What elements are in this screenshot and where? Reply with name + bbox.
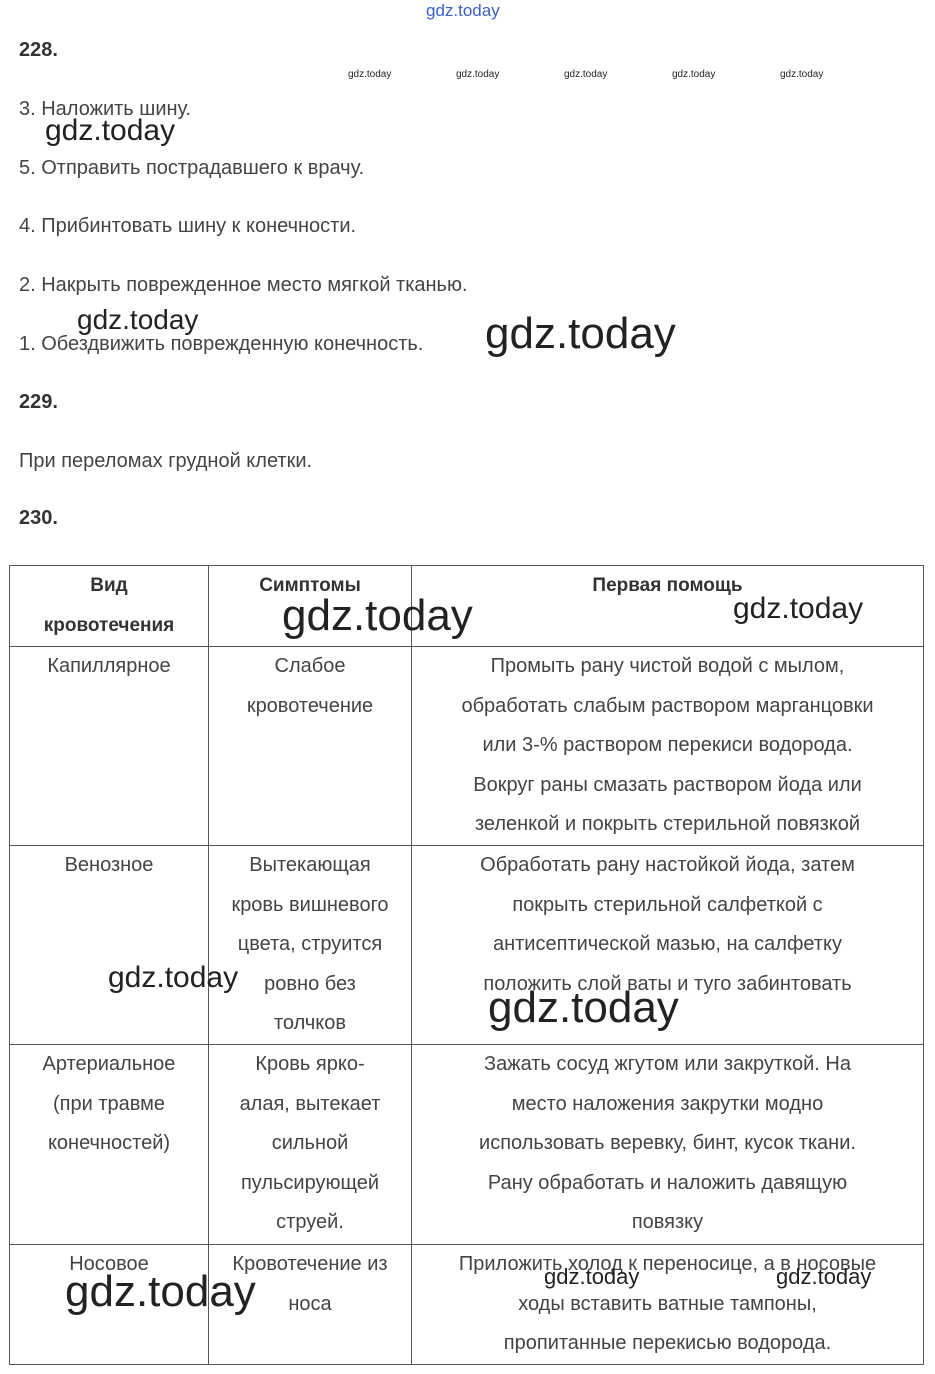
cell-line: цвета, струится (237, 933, 383, 956)
cell-line: положить слой ваты и туго забинтовать (483, 972, 852, 995)
watermark: gdz.today (776, 1264, 872, 1289)
watermark: gdz.today (77, 304, 199, 335)
cell-line: Рану обработать и наложить давящую (487, 1171, 848, 1194)
table-cell: Вытекающая кровь вишневого цвета, струится… (208, 845, 412, 1045)
watermark: gdz.today (733, 592, 864, 625)
header-cell: Вид кровотечения (9, 565, 209, 647)
cell-line: зеленкой и покрыть стерильной повязкой (474, 813, 861, 836)
section-number: 230. (19, 507, 58, 529)
watermark: gdz.today (672, 69, 716, 80)
cell-line: носа (288, 1292, 332, 1315)
section-number: 229. (19, 391, 58, 413)
cell-line: Носовое (69, 1252, 149, 1275)
cell-line: повязку (631, 1211, 704, 1234)
table-cell: Кровотечение из носа (208, 1243, 412, 1365)
header-cell: Первая помощь (411, 565, 924, 647)
table-cell: Носовое (9, 1243, 209, 1365)
header-line: кровотечения (43, 615, 175, 636)
watermark: gdz.today (488, 983, 679, 1032)
header-line: Первая помощь (592, 575, 743, 596)
cell-line: Промыть рану чистой водой с мылом, (490, 655, 845, 677)
cell-line: Артериальное (42, 1052, 176, 1075)
cell-line: пропитанные перекисью водорода. (503, 1332, 832, 1355)
cell-line: конечностей) (47, 1132, 171, 1155)
cell-line: струей. (276, 1211, 344, 1234)
table-cell: Приложить холод к переносице, а в носовы… (411, 1243, 924, 1365)
table-cell: Капиллярное (9, 646, 209, 846)
cell-line: Кровь ярко- (255, 1052, 365, 1075)
cell-line: Приложить холод к переносице, а в носовы… (458, 1252, 877, 1275)
section-number: 228. (19, 39, 58, 61)
watermark: gdz.today (544, 1264, 640, 1289)
header-line: Вид (90, 575, 128, 596)
table-row: Капиллярное Слабое кровотечение Промыть ран… (9, 646, 924, 846)
cell-line: кровотечение (246, 694, 374, 717)
cell-line: использовать веревку, бинт, кусок ткани. (479, 1132, 856, 1155)
cell-line: Обработать рану настойкой йода, затем (480, 854, 855, 876)
cell-line: сильной (271, 1132, 349, 1155)
answer-line: 2. Накрыть поврежденное место мягкой тка… (19, 274, 468, 296)
watermark: gdz.today (65, 1267, 256, 1316)
watermark: gdz.today (45, 114, 176, 147)
cell-line: кровь вишневого (231, 893, 389, 916)
answer-line: 3. Наложить шину. (19, 98, 192, 120)
table-cell: Слабое кровотечение (208, 646, 412, 846)
watermark: gdz.today (108, 961, 239, 994)
table-row: Венозное Вытекающая кровь вишневого цвета, … (9, 845, 924, 1045)
cell-line: ровно без (264, 972, 356, 995)
answer-line: 5. Отправить пострадавшего к врачу. (19, 157, 365, 179)
answer-line: 4. Прибинтовать шину к конечности. (19, 215, 357, 237)
cell-line: Кровотечение из (232, 1252, 388, 1275)
cell-line: обработать слабым раствором марганцовки (461, 694, 874, 717)
cell-line: толчков (274, 1012, 346, 1035)
answer-line: При переломах грудной клетки. (19, 450, 313, 472)
table-cell: Кровь ярко-алая, вытекает сильной пульсиру… (208, 1043, 412, 1245)
table-row: Носовое Кровотечение из носа Приложить холо… (9, 1243, 924, 1365)
cell-line: (при травме (52, 1092, 166, 1115)
watermark: gdz.today (348, 69, 392, 80)
watermark: gdz.today (426, 1, 500, 20)
watermark: gdz.today (780, 69, 824, 80)
table-cell: Зажать сосуд жгутом или закруткой. На мес… (411, 1043, 924, 1245)
table-row: Артериальное (при травме конечностей) Кровь… (9, 1043, 924, 1245)
cell-line: Зажать сосуд жгутом или закруткой. На (484, 1052, 851, 1075)
cell-line: Вокруг раны смазать раствором йода или (473, 773, 862, 796)
watermark: gdz.today (485, 309, 676, 358)
watermark: gdz.today (456, 69, 500, 80)
cell-line: Вытекающая (249, 854, 371, 876)
cell-line: Слабое (274, 655, 346, 677)
cell-line: или 3-% раствором перекиси водорода. (482, 734, 853, 757)
cell-line: покрыть стерильной салфеткой с (512, 893, 823, 916)
cell-line: Венозное (64, 854, 154, 876)
table-cell: Обработать рану настойкой йода, затем пок… (411, 845, 924, 1045)
header-cell: Симптомы (208, 565, 412, 647)
header-line: Симптомы (259, 575, 361, 596)
cell-line: ходы вставить ватные тампоны, (518, 1292, 817, 1315)
table-cell: Венозное (9, 845, 209, 1045)
table-cell: Артериальное (при травме конечностей) (9, 1043, 209, 1245)
cell-line: алая, вытекает (239, 1092, 381, 1115)
cell-line: место наложения закрутки модно (511, 1092, 824, 1115)
answer-line: 1. Обездвижить поврежденную конечность. (19, 333, 424, 355)
cell-line: антисептической мазью, на салфетку (492, 933, 843, 956)
cell-line: пульсирующей (240, 1171, 380, 1194)
watermark: gdz.today (282, 591, 473, 640)
table-cell: Промыть рану чистой водой с мылом, обрабо… (411, 646, 924, 846)
cell-line: Капиллярное (47, 655, 171, 677)
watermark: gdz.today (564, 69, 608, 80)
bleeding-table: Вид кровотечения Симптомы Первая помощь Кап… (9, 565, 924, 1365)
